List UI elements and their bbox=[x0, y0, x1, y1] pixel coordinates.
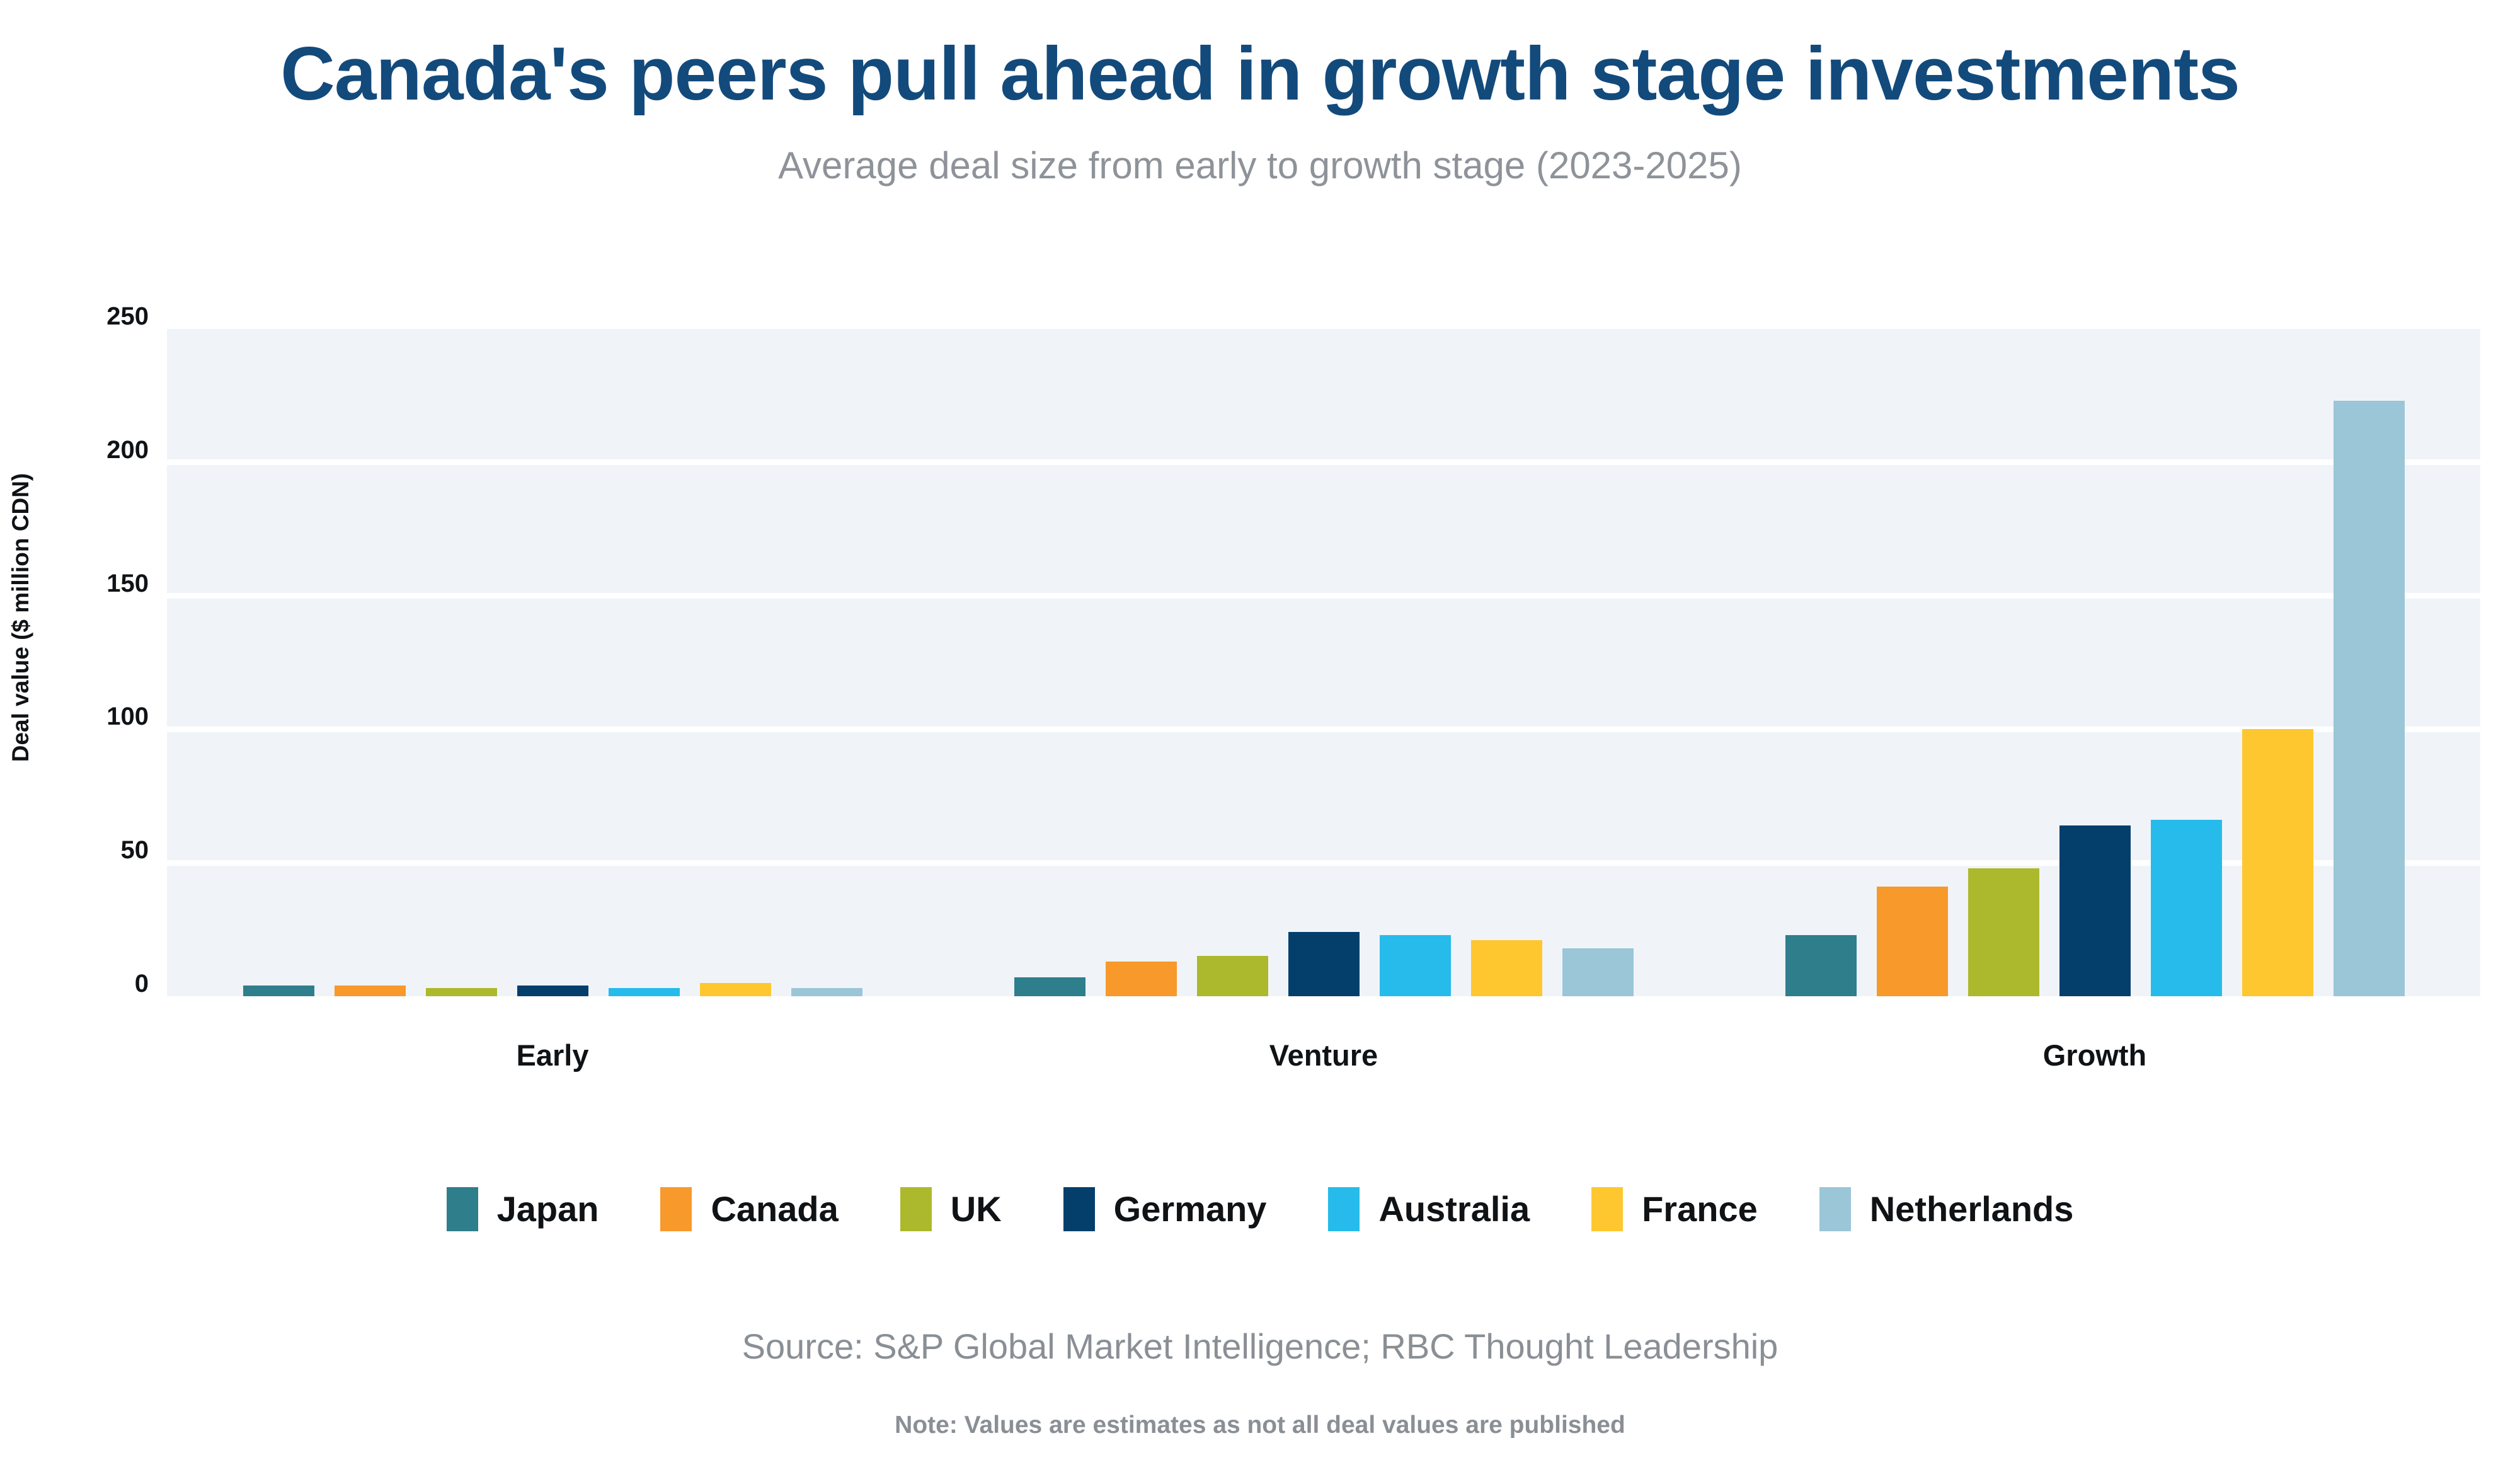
x-label-venture: Venture bbox=[1269, 1038, 1378, 1072]
chart-subtitle: Average deal size from early to growth s… bbox=[778, 144, 1742, 187]
legend-label-germany: Germany bbox=[1113, 1189, 1267, 1229]
legend-item-uk: UK bbox=[900, 1187, 1002, 1231]
legend-item-germany: Germany bbox=[1063, 1187, 1267, 1231]
source-text: Source: S&P Global Market Intelligence; … bbox=[742, 1326, 1778, 1366]
legend-swatch-uk bbox=[900, 1187, 932, 1231]
legend-label-uk: UK bbox=[950, 1189, 1002, 1229]
gridline-150 bbox=[167, 593, 2480, 599]
bar-group-early bbox=[167, 329, 938, 996]
legend-label-australia: Australia bbox=[1378, 1189, 1530, 1229]
y-tick-250: 250 bbox=[106, 302, 149, 330]
y-tick-150: 150 bbox=[106, 569, 149, 597]
x-label-growth: Growth bbox=[2042, 1038, 2147, 1072]
bar-australia-early bbox=[608, 988, 680, 996]
legend-swatch-japan bbox=[446, 1187, 478, 1231]
legend-item-canada: Canada bbox=[660, 1187, 839, 1231]
gridline-50 bbox=[167, 859, 2480, 866]
bar-france-venture bbox=[1470, 940, 1542, 996]
gridline-100 bbox=[167, 726, 2480, 732]
bar-netherlands-growth bbox=[2333, 401, 2405, 996]
bar-australia-venture bbox=[1379, 934, 1451, 996]
bar-canada-venture bbox=[1105, 961, 1177, 996]
legend-label-japan: Japan bbox=[496, 1189, 599, 1229]
bar-australia-growth bbox=[2150, 820, 2222, 996]
bar-germany-early bbox=[517, 986, 588, 996]
legend-swatch-france bbox=[1591, 1187, 1624, 1231]
bar-japan-venture bbox=[1014, 977, 1085, 996]
note-text: Note: Values are estimates as not all de… bbox=[895, 1411, 1625, 1439]
y-tick-50: 50 bbox=[120, 836, 149, 865]
bar-france-early bbox=[699, 982, 771, 996]
bar-canada-early bbox=[334, 986, 406, 996]
bar-netherlands-early bbox=[791, 988, 862, 996]
bar-uk-growth bbox=[1967, 868, 2039, 996]
y-tick-0: 0 bbox=[134, 970, 149, 997]
bar-netherlands-venture bbox=[1562, 948, 1634, 996]
bar-japan-early bbox=[243, 986, 314, 996]
bar-france-growth bbox=[2242, 729, 2313, 996]
legend-label-france: France bbox=[1642, 1189, 1758, 1229]
legend-swatch-germany bbox=[1063, 1187, 1095, 1231]
legend-label-netherlands: Netherlands bbox=[1869, 1189, 2074, 1229]
legend-swatch-australia bbox=[1328, 1187, 1360, 1231]
y-axis-ticks: 0 50 100 150 200 250 bbox=[0, 302, 149, 997]
bar-canada-growth bbox=[1876, 887, 1948, 996]
legend-item-japan: Japan bbox=[446, 1187, 599, 1231]
legend-swatch-netherlands bbox=[1819, 1187, 1851, 1231]
chart-title: Canada's peers pull ahead in growth stag… bbox=[280, 32, 2240, 116]
legend-item-netherlands: Netherlands bbox=[1819, 1187, 2074, 1231]
bar-japan-growth bbox=[1785, 934, 1857, 996]
x-axis-labels: Early Venture Growth bbox=[167, 1037, 2480, 1081]
y-tick-200: 200 bbox=[106, 435, 149, 464]
bar-group-growth bbox=[1709, 329, 2480, 996]
legend-item-france: France bbox=[1591, 1187, 1758, 1231]
legend-item-australia: Australia bbox=[1328, 1187, 1530, 1231]
bar-uk-early bbox=[425, 988, 497, 996]
y-tick-100: 100 bbox=[106, 703, 149, 731]
gridline-200 bbox=[167, 459, 2480, 466]
legend-label-canada: Canada bbox=[711, 1189, 839, 1229]
legend: Japan Canada UK Germany Australia France Nethe… bbox=[0, 1187, 2520, 1231]
legend-swatch-canada bbox=[660, 1187, 692, 1231]
x-label-early: Early bbox=[516, 1038, 589, 1072]
bar-germany-venture bbox=[1288, 932, 1360, 996]
plot-area bbox=[167, 329, 2480, 996]
bar-germany-growth bbox=[2059, 825, 2131, 996]
bar-uk-venture bbox=[1196, 956, 1268, 996]
bar-group-venture bbox=[938, 329, 1709, 996]
